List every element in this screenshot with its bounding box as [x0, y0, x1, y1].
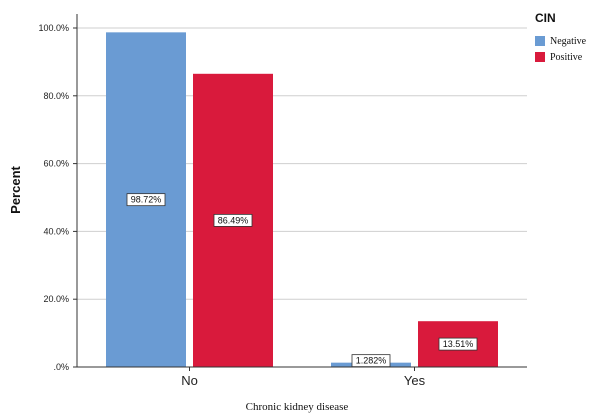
y-tick-label: .0%	[53, 362, 69, 372]
y-tick-label: 100.0%	[38, 23, 69, 33]
legend-label-positive: Positive	[550, 52, 583, 63]
data-label: 1.282%	[356, 356, 387, 366]
x-tick-label: No	[181, 373, 198, 388]
legend-title: CIN	[535, 11, 556, 25]
legend-swatch-positive	[535, 52, 545, 62]
y-axis-title: Percent	[8, 165, 23, 213]
x-axis-ticks: No Yes	[181, 367, 426, 388]
x-axis-title: Chronic kidney disease	[246, 401, 349, 413]
data-label-box	[438, 337, 478, 351]
data-label-group: 1.282%	[351, 354, 391, 368]
data-label-group: 98.72%	[126, 193, 166, 207]
y-tick-label: 40.0%	[43, 226, 69, 236]
legend-swatch-negative	[535, 36, 545, 46]
legend-label-negative: Negative	[550, 36, 587, 47]
data-label: 98.72%	[131, 195, 162, 205]
data-label-box	[213, 213, 253, 227]
y-axis-ticks: .0% 20.0% 40.0% 60.0% 80.0% 100.0%	[38, 23, 77, 372]
data-label-group: 86.49%	[213, 213, 253, 227]
data-label-group: 13.51%	[438, 337, 478, 351]
legend: CIN Negative Positive	[535, 11, 587, 63]
y-tick-label: 60.0%	[43, 159, 69, 169]
data-label: 13.51%	[443, 339, 474, 349]
data-label-box	[126, 193, 166, 207]
data-labels: 98.72% 86.49% 1.282% 13.51%	[126, 193, 478, 368]
y-tick-label: 80.0%	[43, 91, 69, 101]
data-label: 86.49%	[218, 215, 249, 225]
y-tick-label: 20.0%	[43, 294, 69, 304]
x-tick-label: Yes	[404, 373, 426, 388]
